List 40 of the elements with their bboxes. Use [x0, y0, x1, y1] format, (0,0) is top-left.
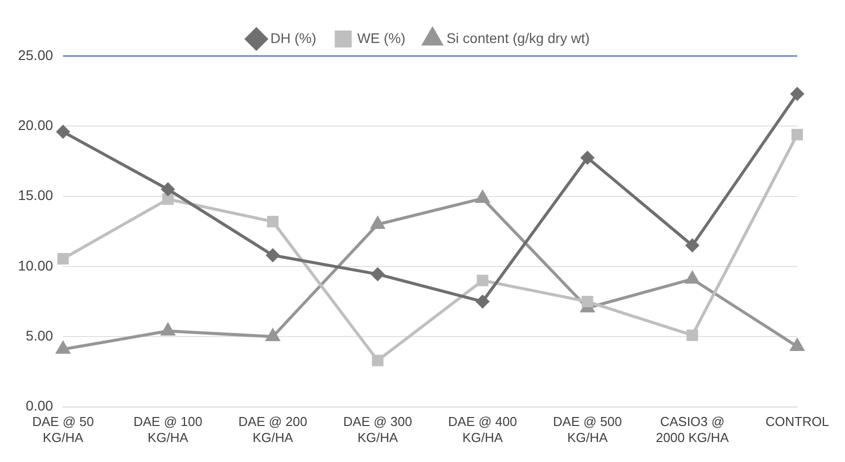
point [266, 248, 280, 262]
point [580, 151, 594, 164]
point [686, 329, 698, 341]
y-tick-label: 10.00 [18, 257, 54, 274]
legend-label: Si content (g/kg dry wt) [446, 30, 590, 46]
x-tick-label: DAE @ 50 KG/HA [32, 414, 94, 445]
y-tick-label: 0.00 [26, 398, 54, 414]
legend-label: WE (%) [357, 30, 406, 46]
y-tick-label: 25.00 [18, 46, 54, 63]
x-tick-label: DAE @ 300 KG/HA [343, 414, 412, 445]
point [582, 296, 594, 308]
point [161, 182, 174, 196]
y-tick-label: 15.00 [18, 187, 54, 204]
y-tick-label: 20.00 [18, 117, 54, 134]
point [57, 253, 69, 265]
point [161, 324, 175, 336]
x-tick-label: DAE @ 500 KG/HA [553, 414, 622, 445]
point [371, 268, 384, 281]
point [56, 342, 70, 354]
point [476, 274, 488, 286]
x-tick-label: DAE @ 100 KG/HA [133, 414, 202, 445]
point [790, 338, 804, 351]
x-tick-label: CONTROL [765, 414, 829, 430]
point [56, 125, 70, 138]
point [791, 128, 803, 140]
point [266, 329, 280, 342]
x-tick-label: DAE @ 200 KG/HA [238, 414, 308, 445]
point [372, 354, 384, 366]
legend-label: DH (%) [270, 30, 316, 46]
y-tick-label: 5.00 [26, 328, 54, 344]
point [476, 190, 490, 203]
x-tick-label: DAE @ 400 KG/HA [448, 414, 517, 445]
point [476, 295, 490, 308]
point [790, 87, 804, 100]
point [267, 216, 279, 228]
x-tick-label: CASIO3 @ 2000 KG/HA [656, 414, 730, 445]
point [370, 216, 384, 229]
point [686, 238, 699, 252]
point [162, 193, 174, 205]
point [686, 272, 700, 284]
